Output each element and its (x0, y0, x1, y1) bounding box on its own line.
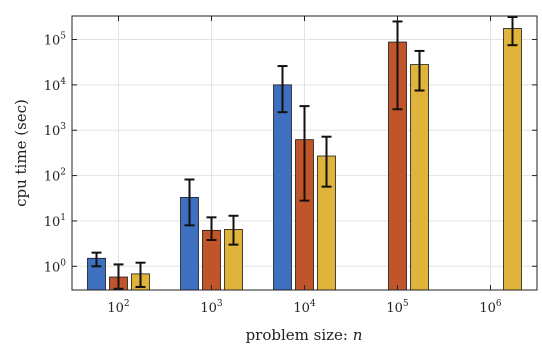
y-tick-label: 104 (44, 77, 67, 94)
y-tick-label: 101 (44, 213, 66, 230)
bars (87, 28, 522, 291)
x-tick-label: 105 (386, 299, 409, 316)
y-tick-label: 102 (44, 168, 66, 185)
bar (273, 84, 292, 291)
y-tick-label: 100 (44, 258, 67, 275)
x-tick-label: 102 (107, 299, 129, 316)
y-tick-labels: 100 101 102 103 104 105 (44, 32, 67, 276)
x-tick-label: 103 (200, 299, 223, 316)
bar (410, 64, 429, 291)
y-tick-label: 105 (44, 32, 67, 49)
error-bars (91, 16, 518, 290)
y-tick-label: 103 (44, 122, 67, 139)
y-axis-label: cpu time (sec) (12, 99, 30, 207)
bar (503, 28, 522, 291)
ticks (72, 16, 537, 290)
x-tick-labels: 102 103 104 105 106 (107, 299, 502, 316)
x-tick-label: 106 (479, 299, 502, 316)
x-tick-label: 104 (293, 299, 316, 316)
x-axis-label: problem size: n (246, 326, 363, 344)
